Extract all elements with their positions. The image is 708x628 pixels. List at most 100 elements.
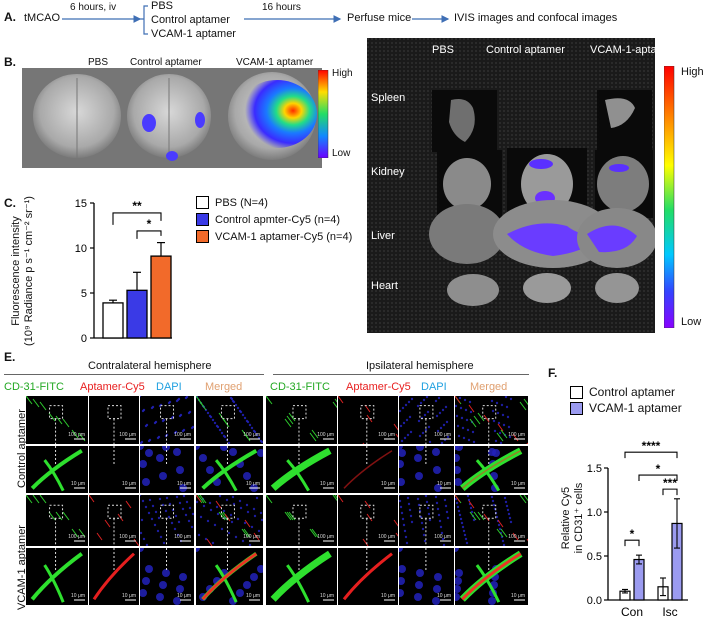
f-ytick-label: 0.5	[587, 551, 602, 563]
d-color-scale	[664, 66, 675, 328]
micrograph-tile: 10 μm	[455, 548, 528, 605]
d-col-control: Control aptamer	[486, 44, 565, 56]
panel-a-arrows	[62, 5, 450, 35]
panel-f-label: F.	[548, 366, 558, 380]
micrograph-tile: 10 μm	[266, 548, 337, 605]
step-tmcao: tMCAO	[24, 12, 61, 24]
c-sig-bracket-inner	[136, 230, 162, 239]
scale-bar-label: 10 μm	[177, 481, 191, 487]
f-sig-bracket-2-label: *	[656, 462, 661, 476]
micrograph-tile: 100 μm	[196, 495, 263, 546]
b-scale-low: Low	[332, 148, 351, 159]
micrograph-tile: 100 μm	[89, 396, 139, 444]
micrograph-tile: 100 μm	[399, 396, 454, 444]
f-legend-item-control: Control aptamer	[570, 384, 682, 400]
micrograph-tile: 100 μm	[26, 396, 88, 444]
f-ytick-label: 1.0	[587, 507, 602, 519]
f-legend-swatch-control	[570, 385, 583, 399]
micrograph-tile: 10 μm	[26, 446, 88, 493]
d-row-liver: Liver	[371, 230, 395, 242]
scale-bar-label: 10 μm	[71, 593, 85, 599]
d-row-heart: Heart	[371, 280, 398, 292]
e-ipsi-rule	[273, 374, 529, 375]
scale-bar-label: 10 μm	[511, 481, 525, 487]
scale-bar-label: 10 μm	[320, 593, 334, 599]
e-ipsi-ch-dapi: DAPI	[421, 381, 447, 393]
d-row-kidney: Kidney	[371, 166, 405, 178]
c-legend-item-control: Control apmter-Cy5 (n=4)	[196, 211, 352, 228]
micrograph-tile: 10 μm	[399, 446, 454, 493]
micrograph-tile: 10 μm	[89, 446, 139, 493]
micrograph-tile: 100 μm	[196, 396, 263, 444]
f-legend-item-vcam: VCAM-1 aptamer	[570, 400, 682, 416]
c-legend-item-pbs: PBS (N=4)	[196, 194, 352, 211]
c-bar	[150, 255, 172, 339]
bracket	[140, 5, 148, 35]
c-bar	[126, 289, 148, 339]
step-6h-iv: 6 hours, iv	[70, 2, 117, 13]
scale-bar-label: 100 μm	[434, 534, 451, 540]
micrograph-tile: 100 μm	[338, 495, 398, 546]
f-legend-label-vcam: VCAM-1 aptamer	[589, 401, 682, 415]
ivis-brain-image	[22, 68, 322, 168]
scale-bar-label: 100 μm	[68, 534, 85, 540]
scale-bar-label: 10 μm	[320, 481, 334, 487]
b-col-pbs: PBS	[88, 57, 109, 68]
micrograph-tile: 10 μm	[89, 548, 139, 605]
scale-bar-label: 100 μm	[434, 432, 451, 438]
organ-drawing	[367, 38, 657, 333]
scale-bar-label: 10 μm	[437, 481, 451, 487]
c-ytick-label: 0	[81, 333, 87, 345]
panel-b-label: B.	[4, 55, 16, 69]
scale-bar-label: 100 μm	[174, 432, 191, 438]
c-legend-label-vcam: VCAM-1 aptamer-Cy5 (n=4)	[215, 230, 353, 243]
scale-bar-label: 10 μm	[122, 593, 136, 599]
scale-bar-label: 10 μm	[381, 593, 395, 599]
f-legend-label-control: Control aptamer	[589, 385, 676, 399]
f-sig-bracket-1	[624, 451, 678, 459]
micrograph-tile: 100 μm	[338, 396, 398, 444]
f-xtick-label: Con	[621, 605, 643, 619]
micrograph-tile: 100 μm	[140, 396, 194, 444]
scale-bar-label: 100 μm	[174, 534, 191, 540]
step-vcam-aptamer: VCAM-1 aptamer	[151, 28, 236, 40]
micrograph-tile: 100 μm	[399, 495, 454, 546]
micrograph-tile: 10 μm	[455, 446, 528, 493]
c-legend-label-control: Control apmter-Cy5 (n=4)	[215, 213, 341, 226]
scale-bar-label: 10 μm	[177, 593, 191, 599]
f-sig-bracket-1-label: ****	[642, 439, 661, 453]
e-contra-ch-cy5: Aptamer-Cy5	[80, 381, 145, 393]
scale-bar-label: 100 μm	[378, 534, 395, 540]
ivis-organ-image	[367, 38, 657, 333]
micrograph-tile: 10 μm	[338, 446, 398, 493]
e-contra-rule	[4, 374, 264, 375]
f-sig-bracket-4	[662, 488, 678, 496]
c-sig-bracket-top	[112, 212, 162, 225]
f-legend-swatch-vcam	[570, 401, 583, 415]
scale-bar-label: 10 μm	[437, 593, 451, 599]
f-ytick-label: 0.0	[587, 595, 602, 607]
c-ytick-label: 10	[75, 243, 87, 255]
e-ipsi-ch-merged: Merged	[470, 381, 508, 393]
scale-bar-label: 100 μm	[317, 432, 334, 438]
d-scale-high: High	[681, 66, 704, 78]
scale-bar-label: 10 μm	[246, 593, 260, 599]
d-scale-low: Low	[681, 316, 702, 328]
scale-bar-label: 10 μm	[511, 593, 525, 599]
micrograph-tile: 100 μm	[26, 495, 88, 546]
e-ipsi-title: Ipsilateral hemisphere	[366, 360, 474, 372]
c-legend-swatch-control	[196, 213, 209, 226]
c-ytick-label: 15	[75, 198, 87, 210]
d-row-spleen: Spleen	[371, 92, 406, 104]
step-pbs: PBS	[151, 0, 174, 12]
e-contra-title: Contralateral hemisphere	[88, 360, 212, 372]
c-ytick-label: 5	[81, 288, 87, 300]
scale-bar-label: 100 μm	[243, 432, 260, 438]
c-legend: PBS (N=4) Control apmter-Cy5 (n=4) VCAM-…	[196, 194, 352, 245]
micrograph-tile: 10 μm	[196, 446, 263, 493]
micrograph-tile: 100 μm	[266, 495, 337, 546]
micrograph-tile: 10 μm	[26, 548, 88, 605]
d-col-vcam: VCAM-1-aptamer	[590, 44, 676, 56]
scale-bar-label: 10 μm	[122, 481, 136, 487]
